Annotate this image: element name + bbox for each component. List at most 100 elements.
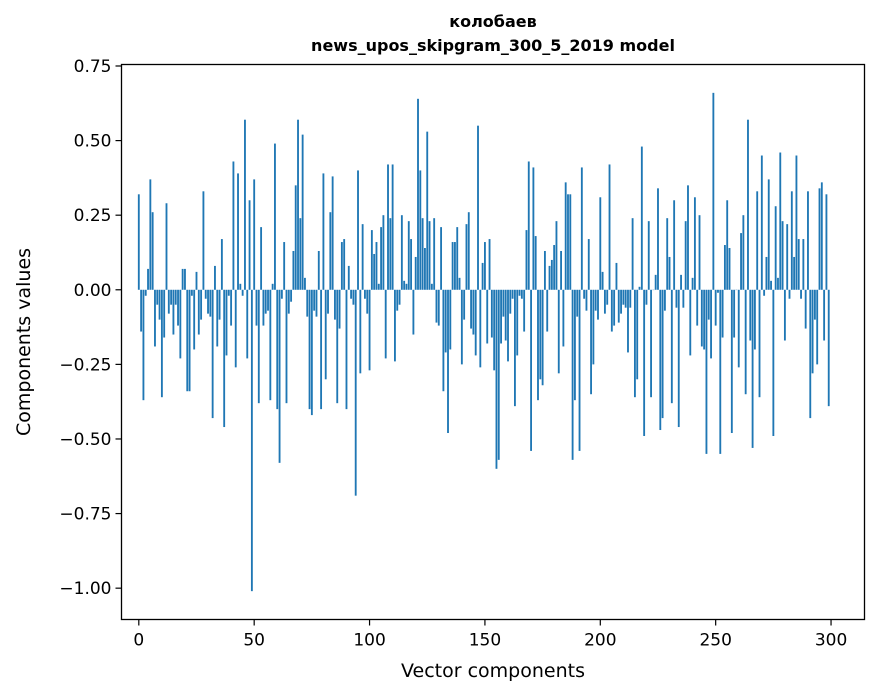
bar-131 xyxy=(440,227,443,290)
bar-163 xyxy=(514,289,516,407)
bar-239 xyxy=(689,289,692,356)
bar-262 xyxy=(742,215,745,290)
bar-275 xyxy=(772,289,775,436)
bar-287 xyxy=(800,289,802,299)
bar-171 xyxy=(532,167,535,290)
bar-64 xyxy=(285,289,288,404)
bar-178 xyxy=(548,265,551,290)
bar-27 xyxy=(200,289,203,320)
bar-194 xyxy=(585,289,588,311)
bar-55 xyxy=(264,289,267,314)
x-tick-label: 200 xyxy=(584,631,616,651)
bar-77 xyxy=(315,289,318,317)
bar-15 xyxy=(172,289,175,335)
bar-166 xyxy=(520,289,523,299)
bar-246 xyxy=(705,289,708,454)
bar-205 xyxy=(610,289,613,332)
bar-50 xyxy=(253,179,256,290)
y-tick-label: −0.50 xyxy=(59,430,111,450)
bar-19 xyxy=(181,268,184,290)
bar-164 xyxy=(516,289,519,356)
bar-258 xyxy=(733,289,736,338)
x-axis-label: Vector components xyxy=(401,660,585,682)
bar-12 xyxy=(165,203,168,290)
bar-132 xyxy=(442,289,445,392)
bar-260 xyxy=(737,289,740,368)
bar-38 xyxy=(225,289,228,356)
bar-37 xyxy=(223,289,226,428)
bar-176 xyxy=(543,250,546,290)
bar-267 xyxy=(753,289,756,350)
bar-32 xyxy=(211,289,214,419)
y-axis-ticks: −1.00 −0.75 −0.50 −0.25 0.00 0.25 0.50 0.75 xyxy=(59,57,122,599)
bar-11 xyxy=(163,289,166,338)
y-tick-label: 0.50 xyxy=(74,132,112,152)
bar-250 xyxy=(714,289,717,326)
bar-72 xyxy=(304,277,306,290)
bar-113 xyxy=(398,289,401,305)
bar-182 xyxy=(557,289,560,374)
bar-26 xyxy=(197,289,200,335)
bar-134 xyxy=(447,289,449,434)
bar-161 xyxy=(509,289,512,314)
bar-68 xyxy=(294,185,297,290)
bar-264 xyxy=(747,119,749,290)
bar-274 xyxy=(770,280,772,290)
bar-253 xyxy=(721,289,724,338)
bar-243 xyxy=(698,215,701,290)
chart-title-line-2: news_upos_skipgram_300_5_2019 model xyxy=(311,36,675,55)
bar-198 xyxy=(594,289,597,311)
bar-74 xyxy=(308,289,311,410)
bar-30 xyxy=(207,289,209,314)
bar-170 xyxy=(530,289,532,451)
bar-100 xyxy=(368,289,371,371)
bar-278 xyxy=(779,152,782,290)
bar-154 xyxy=(493,289,496,371)
bar-94 xyxy=(354,289,357,496)
bar-157 xyxy=(500,289,502,344)
bar-117 xyxy=(407,221,410,290)
bar-22 xyxy=(188,289,191,392)
bar-214 xyxy=(631,218,634,290)
bar-174 xyxy=(539,289,542,380)
bar-155 xyxy=(495,289,498,469)
bar-281 xyxy=(786,224,789,290)
bar-232 xyxy=(673,200,676,290)
bar-271 xyxy=(763,289,766,296)
bar-48 xyxy=(248,200,251,290)
bar-175 xyxy=(541,289,544,386)
bar-296 xyxy=(820,182,823,290)
bar-136 xyxy=(451,242,454,290)
bar-254 xyxy=(723,245,726,290)
bar-249 xyxy=(712,92,715,290)
bar-78 xyxy=(317,250,320,290)
bar-14 xyxy=(170,289,173,305)
x-tick-label: 150 xyxy=(469,631,501,651)
bar-115 xyxy=(403,280,406,290)
bar-204 xyxy=(608,164,611,290)
bar-0 xyxy=(137,194,140,290)
bar-141 xyxy=(463,289,466,320)
bar-233 xyxy=(675,289,678,308)
y-tick-label: −0.25 xyxy=(59,355,111,375)
bar-133 xyxy=(444,289,447,353)
bar-88 xyxy=(340,242,343,290)
bar-62 xyxy=(280,289,283,299)
bar-227 xyxy=(661,289,664,419)
bar-145 xyxy=(472,289,475,335)
bar-93 xyxy=(352,289,355,305)
bar-79 xyxy=(320,289,323,410)
bar-238 xyxy=(687,185,689,290)
bar-124 xyxy=(424,248,426,290)
bar-66 xyxy=(290,289,293,302)
bar-121 xyxy=(417,98,419,290)
bar-137 xyxy=(454,242,456,290)
bar-280 xyxy=(783,289,786,341)
bar-87 xyxy=(338,289,341,329)
bar-40 xyxy=(230,289,233,326)
bar-123 xyxy=(421,218,424,290)
bar-291 xyxy=(809,289,812,419)
bar-257 xyxy=(730,289,733,434)
bar-167 xyxy=(523,289,526,332)
bar-207 xyxy=(615,262,618,290)
